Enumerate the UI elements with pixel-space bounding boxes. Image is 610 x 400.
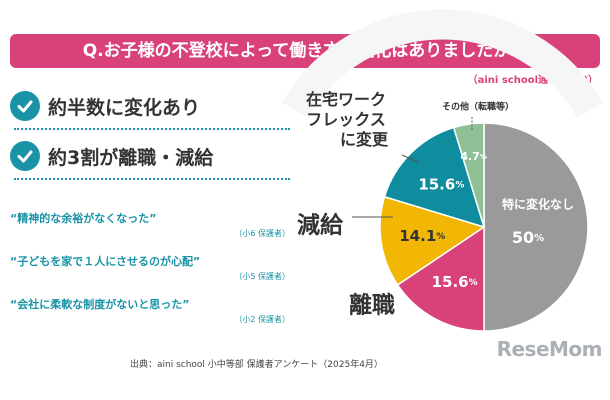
slice-value: 50% [512, 228, 544, 247]
quote-author: （小2 保護者） [234, 315, 290, 324]
slice-label: 減給 [297, 212, 344, 239]
quote-2: “子どもを家で１人にさせるのが心配” （小5 保護者） [10, 253, 290, 282]
quote-text: “子どもを家で１人にさせるのが心配” [10, 255, 201, 268]
resemom-logo: ReseMom [496, 337, 603, 361]
slice-value: 4.7% [460, 150, 487, 163]
pie-slice [483, 122, 589, 332]
pie-slice [379, 195, 486, 286]
finding-text: 約半数に変化あり [48, 96, 201, 119]
slice-value: 15.6% [432, 273, 478, 291]
quote-text: “精神的な余裕がなくなった” [10, 212, 157, 225]
leader-line [401, 154, 419, 163]
finding-text: 約3割が離職・減給 [48, 146, 214, 169]
pie-slice [452, 122, 485, 228]
slice-label: 離職 [349, 292, 395, 319]
quote-3: “会社に柔軟な制度がないと思った” （小2 保護者） [10, 296, 290, 325]
source-note: 出典：aini school 小中等部 保護者アンケート（2025年4月） [130, 360, 383, 370]
slice-label: 特に変化なし [502, 197, 574, 212]
finding-1: 約半数に変化あり [10, 89, 200, 123]
divider [14, 178, 290, 180]
slice-value: 15.6% [418, 175, 464, 193]
pie-slice [396, 225, 485, 332]
slice-value: 14.1% [399, 227, 445, 245]
slice-label: その他（転職等） [442, 101, 514, 113]
slice-label: 在宅ワークフレックスに変更 [306, 90, 389, 149]
divider [14, 128, 290, 130]
finding-2: 約3割が離職・減給 [10, 139, 213, 173]
pie-slice [383, 126, 486, 229]
scope-note: （aini school通学前含む） [467, 75, 598, 86]
quote-author: （小6 保護者） [234, 229, 290, 238]
quote-1: “精神的な余裕がなくなった” （小6 保護者） [10, 210, 290, 239]
background-arc [281, 9, 604, 118]
check-icon [10, 91, 40, 121]
quote-author: （小5 保護者） [234, 272, 290, 281]
quote-text: “会社に柔軟な制度がないと思った” [10, 298, 190, 311]
check-icon [10, 141, 40, 171]
